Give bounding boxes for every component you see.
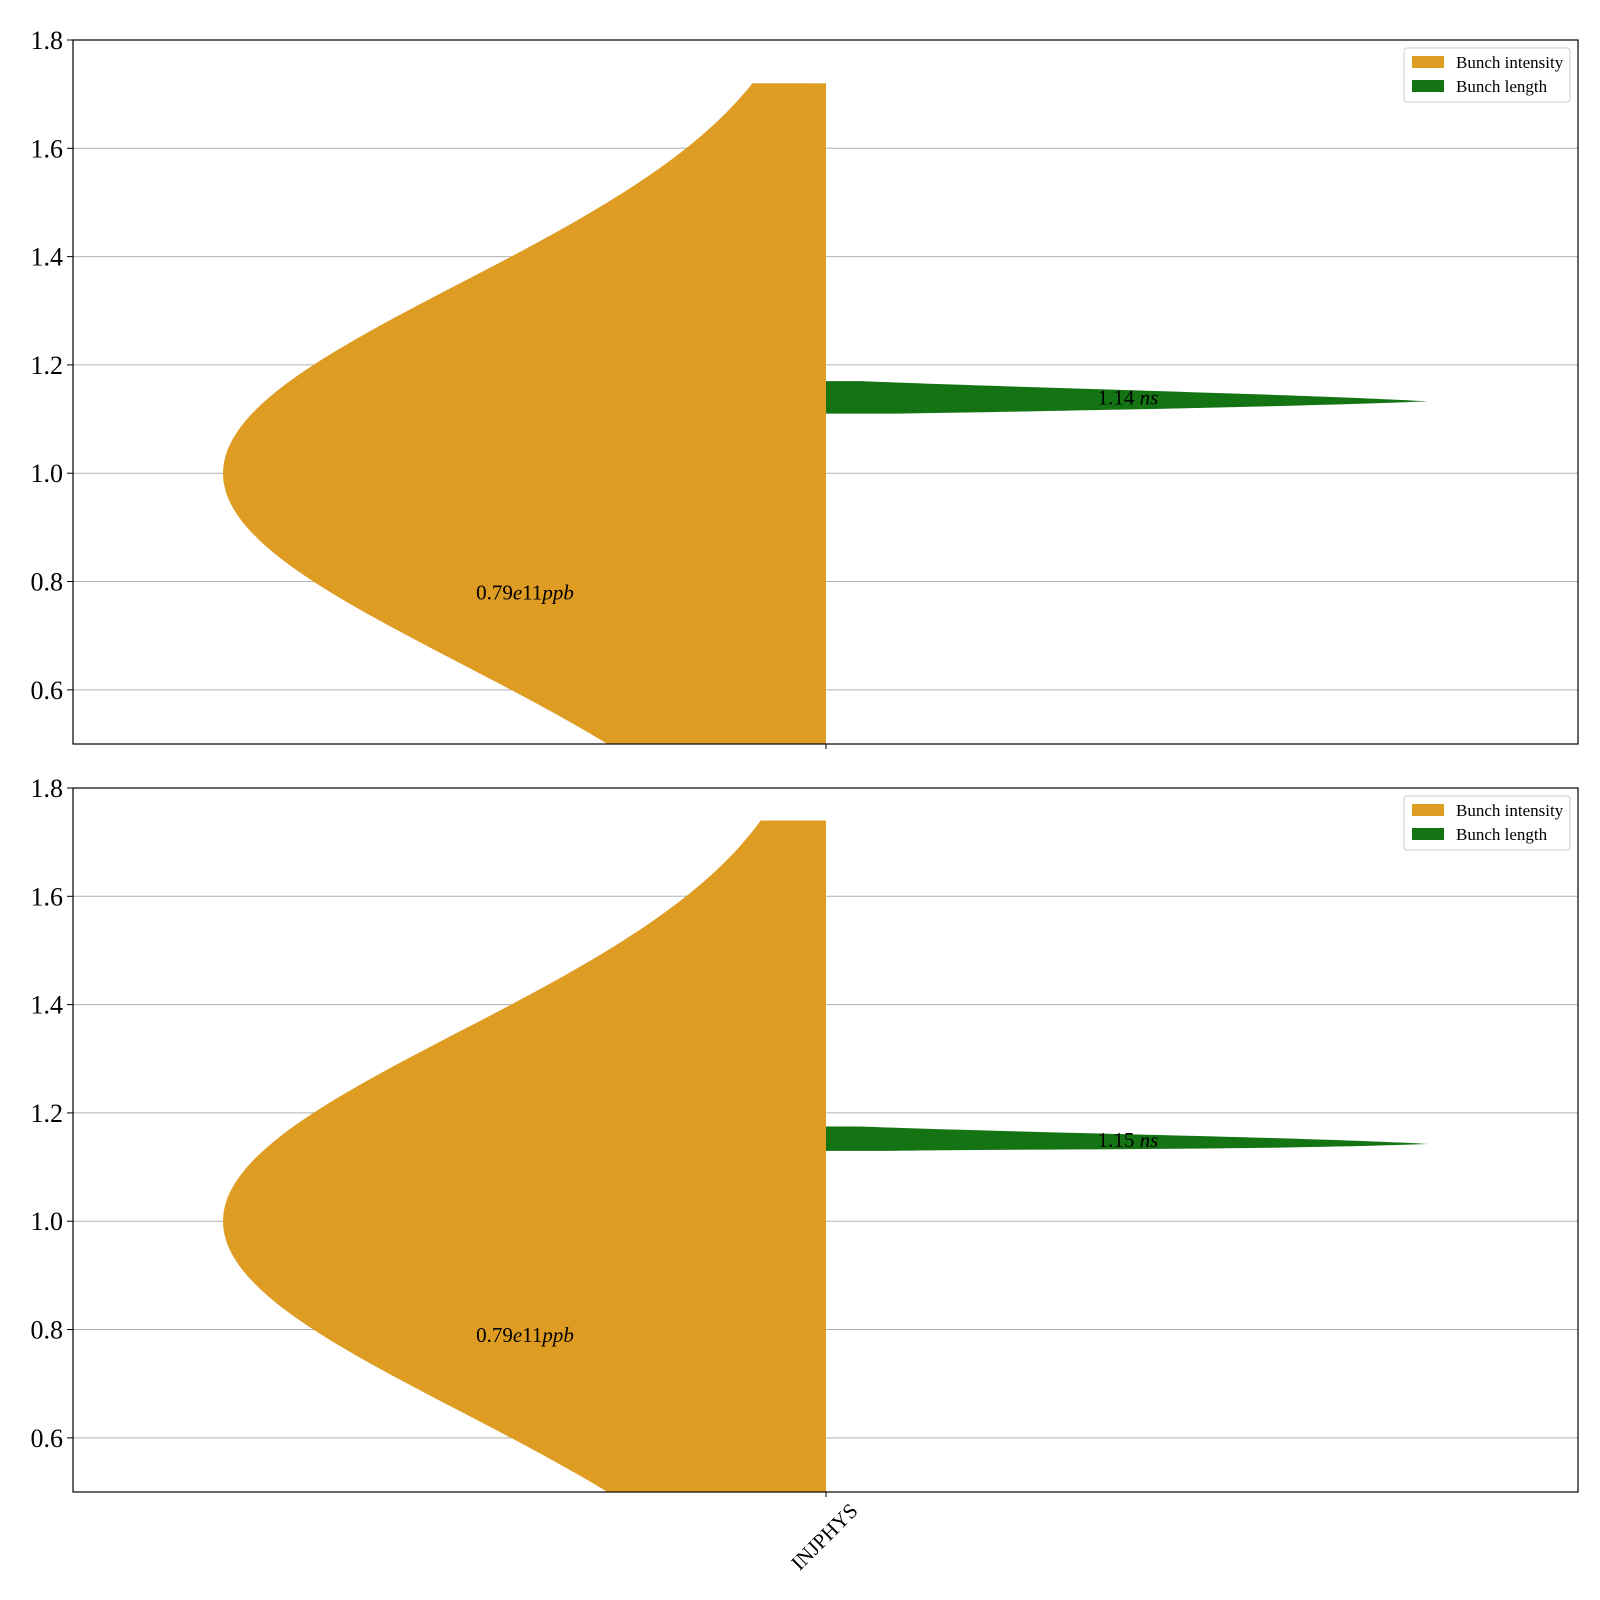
y-tick-label: 0.6	[31, 676, 64, 705]
chart-panel-2: 0.6 0.8 1.0 1.2 1.4 1.6 1.8 0.79e11ppb 1.15 ns Bu…	[31, 774, 1579, 1575]
y-tick-label: 1.4	[31, 243, 64, 272]
y-tick-label: 1.0	[31, 459, 64, 488]
legend: Bunch intensity Bunch length	[1403, 47, 1571, 103]
y-tick-label: 1.8	[31, 26, 64, 55]
y-tick-label: 0.8	[31, 1316, 64, 1345]
violin-bunch-intensity	[223, 820, 826, 1492]
violin-bunch-intensity	[223, 83, 826, 744]
y-tick-label: 0.6	[31, 1424, 64, 1453]
y-tick-label: 1.8	[31, 774, 64, 803]
annotation-bunch-intensity: 0.79e11ppb	[476, 1323, 574, 1347]
legend-box	[1403, 795, 1571, 851]
y-tick-label: 0.8	[31, 568, 64, 597]
legend-label: Bunch length	[1456, 825, 1548, 844]
legend-label: Bunch intensity	[1456, 53, 1564, 72]
legend-swatch	[1412, 828, 1444, 840]
annotation-bunch-intensity: 0.79e11ppb	[476, 580, 574, 604]
y-tick-label: 1.2	[31, 1099, 64, 1128]
violin-bunch-length	[826, 381, 1428, 414]
legend-box	[1403, 47, 1571, 103]
legend: Bunch intensity Bunch length	[1403, 795, 1571, 851]
plot-area	[223, 820, 1428, 1492]
annotation-bunch-length: 1.14 ns	[1098, 385, 1159, 409]
y-tick-label: 1.6	[31, 882, 64, 911]
y-tick-label: 1.6	[31, 134, 64, 163]
violin-bunch-length	[826, 1126, 1428, 1151]
annotation-bunch-length: 1.15 ns	[1098, 1128, 1159, 1152]
legend-swatch	[1412, 804, 1444, 816]
legend-label: Bunch length	[1456, 77, 1548, 96]
legend-swatch	[1412, 56, 1444, 68]
legend-swatch	[1412, 80, 1444, 92]
y-tick-label: 1.0	[31, 1207, 64, 1236]
plot-area	[223, 83, 1428, 744]
y-tick-label: 1.4	[31, 991, 64, 1020]
chart-panel-1: 0.6 0.8 1.0 1.2 1.4 1.6 1.8 0.79e11ppb 1.14 ns Bu…	[31, 26, 1579, 749]
y-tick-label: 1.2	[31, 351, 64, 380]
legend-label: Bunch intensity	[1456, 801, 1564, 820]
